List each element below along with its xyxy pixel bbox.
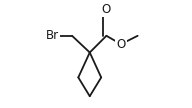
Text: O: O xyxy=(102,3,111,16)
Text: Br: Br xyxy=(46,29,59,42)
Text: O: O xyxy=(116,38,126,51)
